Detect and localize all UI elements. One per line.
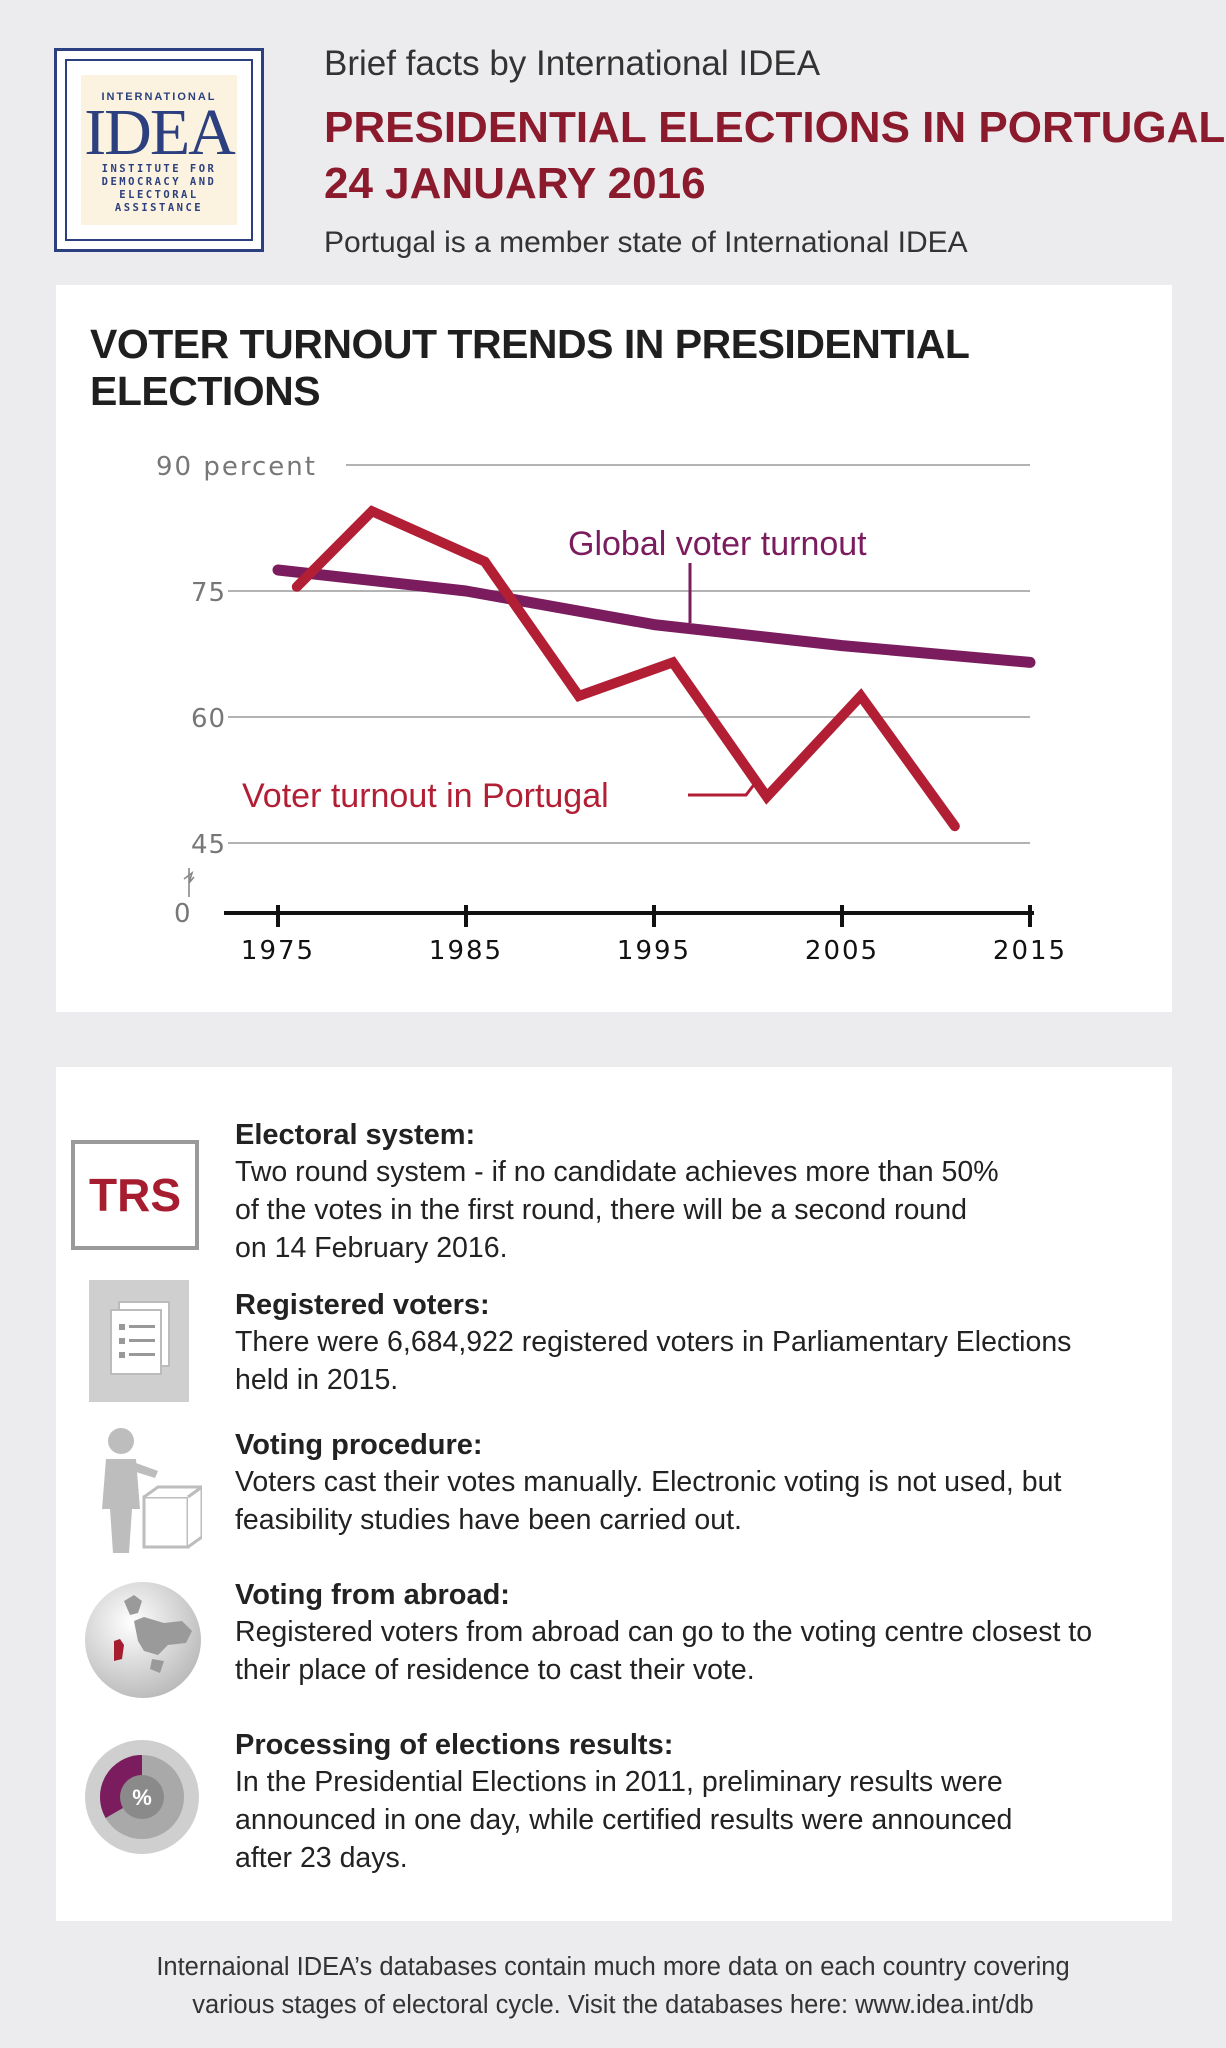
axis-break-symbol: [183, 868, 195, 897]
info-panel: TRS Electoral system: Two round system -…: [56, 1067, 1172, 1921]
logo-top-text: INTERNATIONAL: [101, 91, 217, 103]
logo-sub-line-1: INSTITUTE FOR: [101, 163, 217, 175]
chart-panel: VOTER TURNOUT TRENDS IN PRESIDENTIAL ELE…: [56, 285, 1172, 1012]
portugal-label-leader: [688, 781, 758, 797]
x-tick-label: 1975: [241, 936, 315, 966]
logo-sub-line-2: DEMOCRACY AND: [101, 176, 217, 188]
global-turnout-line: [272, 564, 1036, 668]
x-tick-label: 1995: [617, 936, 691, 966]
electoral-system-heading: Electoral system:: [235, 1119, 476, 1151]
page-title-line-1: PRESIDENTIAL ELECTIONS IN PORTUGAL: [324, 103, 1226, 152]
page-title: PRESIDENTIAL ELECTIONS IN PORTUGAL 24 JA…: [324, 100, 1225, 212]
percent-symbol: %: [132, 1785, 152, 1810]
portugal-turnout-line: [291, 505, 960, 832]
y-tick-label: 75: [191, 578, 226, 608]
footer-line-2: various stages of electoral cycle. Visit…: [192, 1991, 1034, 2019]
trs-badge: TRS: [71, 1140, 199, 1250]
turnout-chart: 90 percent 75 60 45 0 1975 1985 1995 2005 2015 Glo…: [156, 452, 1067, 966]
logo-sub-line-3: ELECTORAL: [119, 189, 199, 201]
chart-title: VOTER TURNOUT TRENDS IN PRESIDENTIAL ELE…: [90, 321, 969, 414]
processing-results-text: In the Presidential Elections in 2011, p…: [235, 1766, 1013, 1874]
y-tick-label: 0: [174, 899, 191, 929]
registered-voters-heading: Registered voters:: [235, 1289, 490, 1321]
y-tick-label: 60: [191, 704, 226, 734]
x-tick-label: 2005: [805, 936, 879, 966]
y-tick-label: 45: [191, 830, 226, 860]
document-icon: [89, 1280, 189, 1402]
x-tick-label: 2015: [993, 936, 1067, 966]
footer-line-1: Internaional IDEA’s databases contain mu…: [156, 1953, 1070, 1981]
processing-results-heading: Processing of elections results:: [235, 1729, 674, 1761]
voter-ballot-icon: [102, 1428, 202, 1553]
logo-frame: INTERNATIONAL IDEA INSTITUTE FOR DEMOCRA…: [65, 59, 253, 241]
idea-logo: INTERNATIONAL IDEA INSTITUTE FOR DEMOCRA…: [54, 48, 264, 252]
registered-voters-text: There were 6,684,922 registered voters i…: [235, 1326, 1072, 1396]
logo-sub-line-4: ASSISTANCE: [114, 202, 204, 214]
global-series-label: Global voter turnout: [568, 525, 867, 563]
voting-abroad-text: Registered voters from abroad can go to …: [235, 1616, 1093, 1686]
portugal-series-label: Voter turnout in Portugal: [242, 777, 609, 815]
voting-procedure-text: Voters cast their votes manually. Electr…: [235, 1466, 1062, 1536]
x-tick-label: 1985: [429, 936, 503, 966]
header-brief: Brief facts by International IDEA: [324, 44, 821, 83]
y-tick-label: 90 percent: [156, 452, 317, 482]
electoral-system-text: Two round system - if no candidate achie…: [235, 1156, 999, 1264]
voting-procedure-heading: Voting procedure:: [235, 1429, 483, 1461]
logo-main-text: IDEA: [84, 96, 236, 169]
logo-card: INTERNATIONAL IDEA INSTITUTE FOR DEMOCRA…: [81, 75, 237, 225]
voting-abroad-heading: Voting from abroad:: [235, 1579, 510, 1611]
header-member-note: Portugal is a member state of Internatio…: [324, 226, 968, 259]
globe-icon: [85, 1582, 201, 1698]
footer-note: Internaional IDEA’s databases contain mu…: [0, 1948, 1226, 2024]
page-title-line-2: 24 JANUARY 2016: [324, 159, 706, 208]
pie-percent-icon: %: [85, 1740, 199, 1854]
